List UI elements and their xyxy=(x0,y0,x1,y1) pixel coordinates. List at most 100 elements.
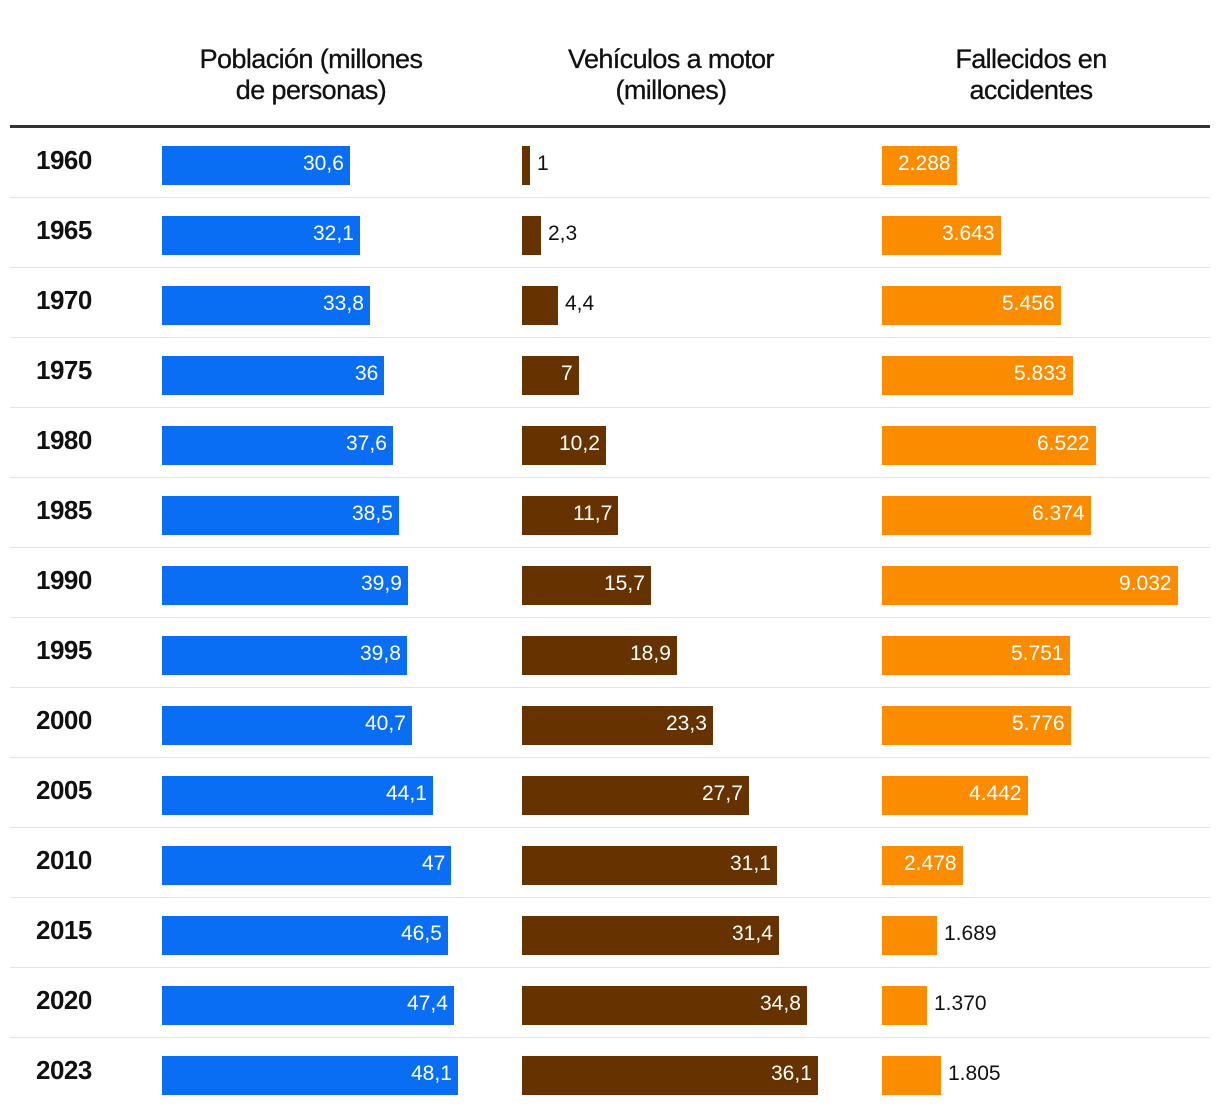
bar-veh-2000 xyxy=(522,706,713,745)
data-label-pop-1975: 36 xyxy=(355,362,379,385)
bar-dead-1975 xyxy=(882,356,1073,395)
data-label-dead-2015: 1.689 xyxy=(944,922,997,945)
year-label: 2023 xyxy=(36,1055,92,1085)
bar-veh-2020 xyxy=(522,986,807,1025)
data-label-veh-2000: 23,3 xyxy=(666,712,707,735)
year-label: 2005 xyxy=(36,775,92,805)
bar-dead-2005 xyxy=(882,776,1028,815)
column-header-deaths-line-1: Fallecidos en xyxy=(955,44,1107,74)
header-rule xyxy=(10,125,1210,128)
data-label-pop-1985: 38,5 xyxy=(352,502,393,525)
row-divider xyxy=(10,967,1210,968)
data-label-pop-1990: 39,9 xyxy=(361,572,402,595)
row-2010: 2010 47 31,1 2.478 xyxy=(10,828,1210,898)
bar-pop-1970 xyxy=(162,286,370,325)
bar-dead-1970 xyxy=(882,286,1061,325)
bar-veh-1960 xyxy=(522,146,530,185)
row-divider xyxy=(10,757,1210,758)
bar-pop-1975 xyxy=(162,356,384,395)
year-label: 1965 xyxy=(36,215,92,245)
row-divider xyxy=(10,337,1210,338)
row-2015: 2015 46,5 31,4 1.689 xyxy=(10,898,1210,968)
bar-pop-1990 xyxy=(162,566,408,605)
bar-dead-2010 xyxy=(882,846,963,885)
data-label-pop-2020: 47,4 xyxy=(407,992,448,1015)
column-header-vehicles-line-1: Vehículos a motor xyxy=(568,44,775,74)
data-label-veh-1985: 11,7 xyxy=(573,502,613,525)
bar-pop-1980 xyxy=(162,426,393,465)
row-divider xyxy=(10,617,1210,618)
row-divider xyxy=(10,547,1210,548)
row-divider xyxy=(10,407,1210,408)
data-label-dead-1990: 9.032 xyxy=(1119,572,1172,595)
data-label-veh-1990: 15,7 xyxy=(604,572,645,595)
bar-dead-1985 xyxy=(882,496,1091,535)
year-label: 2000 xyxy=(36,705,92,735)
bar-dead-1960 xyxy=(882,146,957,185)
row-divider xyxy=(10,687,1210,688)
column-header-population-line-2: de personas) xyxy=(235,75,387,105)
bar-pop-1960 xyxy=(162,146,350,185)
bar-veh-2010 xyxy=(522,846,777,885)
data-label-dead-2000: 5.776 xyxy=(1012,712,1065,735)
data-label-dead-1960: 2.288 xyxy=(898,152,951,175)
year-label: 2020 xyxy=(36,985,92,1015)
data-label-pop-1970: 33,8 xyxy=(323,292,364,315)
data-label-veh-2023: 36,1 xyxy=(771,1062,812,1085)
bar-dead-2000 xyxy=(882,706,1071,745)
row-2020: 2020 47,4 34,8 1.370 xyxy=(10,968,1210,1038)
bar-dead-2023 xyxy=(882,1056,941,1095)
row-divider xyxy=(10,197,1210,198)
data-label-dead-1965: 3.643 xyxy=(942,222,995,245)
bar-pop-1965 xyxy=(162,216,360,255)
row-1995: 1995 39,8 18,9 5.751 xyxy=(10,618,1210,688)
column-header-vehicles-line-2: (millones) xyxy=(615,75,727,105)
bar-dead-2015 xyxy=(882,916,937,955)
year-label: 1995 xyxy=(36,635,92,665)
row-1965: 1965 32,1 2,3 3.643 xyxy=(10,198,1210,268)
bar-veh-2023 xyxy=(522,1056,818,1095)
data-label-pop-1995: 39,8 xyxy=(360,642,401,665)
year-label: 1980 xyxy=(36,425,92,455)
data-label-veh-2010: 31,1 xyxy=(730,852,771,875)
row-divider xyxy=(10,827,1210,828)
bar-pop-2015 xyxy=(162,916,448,955)
data-label-veh-2015: 31,4 xyxy=(732,922,773,945)
data-label-pop-1965: 32,1 xyxy=(313,222,354,245)
bar-veh-2005 xyxy=(522,776,749,815)
row-1970: 1970 33,8 4,4 5.456 xyxy=(10,268,1210,338)
bar-pop-1985 xyxy=(162,496,399,535)
data-label-veh-1995: 18,9 xyxy=(630,642,671,665)
column-header-population-line-1: Población (millones xyxy=(199,44,423,74)
row-1985: 1985 38,5 11,7 6.374 xyxy=(10,478,1210,548)
bar-veh-1965 xyxy=(522,216,541,255)
data-label-veh-1960: 1 xyxy=(537,152,549,175)
bar-veh-2015 xyxy=(522,916,779,955)
column-header-population: Población (millones de personas) xyxy=(160,44,462,106)
bar-dead-1995 xyxy=(882,636,1070,675)
data-label-pop-2005: 44,1 xyxy=(386,782,427,805)
year-label: 1970 xyxy=(36,285,92,315)
column-header-deaths: Fallecidos en accidentes xyxy=(880,44,1182,106)
bar-dead-2020 xyxy=(882,986,927,1025)
data-label-dead-2005: 4.442 xyxy=(969,782,1022,805)
year-label: 1985 xyxy=(36,495,92,525)
bar-pop-2005 xyxy=(162,776,433,815)
bar-veh-1975 xyxy=(522,356,579,395)
bar-pop-1995 xyxy=(162,636,407,675)
data-label-veh-2005: 27,7 xyxy=(702,782,743,805)
year-label: 2010 xyxy=(36,845,92,875)
row-2023: 2023 48,1 36,1 1.805 xyxy=(10,1038,1210,1108)
data-label-dead-1985: 6.374 xyxy=(1032,502,1085,525)
row-1990: 1990 39,9 15,7 9.032 xyxy=(10,548,1210,618)
data-label-veh-2020: 34,8 xyxy=(760,992,801,1015)
bar-veh-1980 xyxy=(522,426,606,465)
data-label-dead-2023: 1.805 xyxy=(948,1062,1001,1085)
bar-dead-1980 xyxy=(882,426,1096,465)
data-label-veh-1975: 7 xyxy=(561,362,573,385)
bar-pop-2023 xyxy=(162,1056,458,1095)
data-label-veh-1980: 10,2 xyxy=(559,432,600,455)
bar-dead-1990 xyxy=(882,566,1178,605)
row-2005: 2005 44,1 27,7 4.442 xyxy=(10,758,1210,828)
row-1960: 1960 30,6 1 2.288 xyxy=(10,128,1210,198)
